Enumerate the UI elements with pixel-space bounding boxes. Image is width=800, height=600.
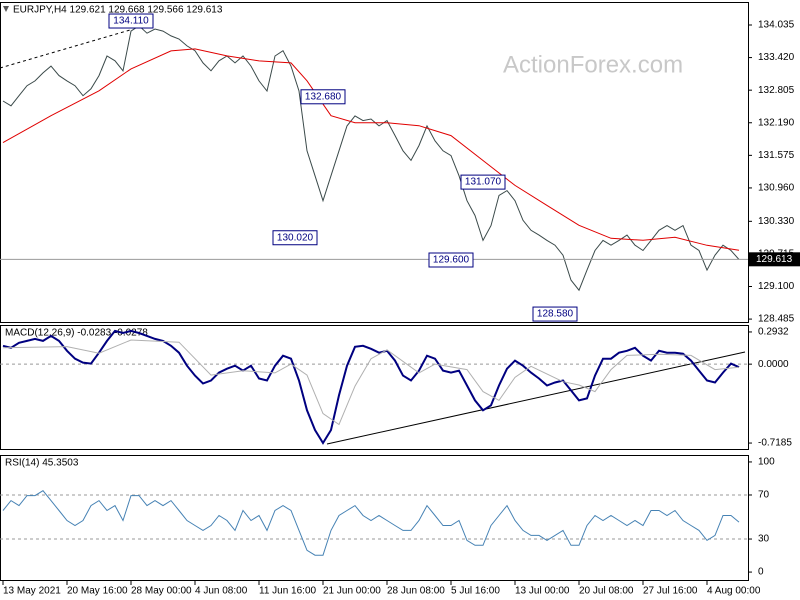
y-tick-label: 129.100 bbox=[758, 281, 795, 292]
x-tick-label: 13 Jul 00:00 bbox=[515, 586, 570, 597]
x-tick-label: 11 Jun 16:00 bbox=[259, 586, 317, 597]
y-tick-label: 130.960 bbox=[758, 183, 795, 194]
y-tick-label: 133.420 bbox=[758, 52, 795, 63]
title-icon bbox=[3, 6, 9, 12]
x-tick-label: 20 May 16:00 bbox=[67, 586, 128, 597]
y-tick-label: 134.035 bbox=[758, 20, 795, 31]
x-tick-label: 28 May 00:00 bbox=[131, 586, 192, 597]
annotation-label: 134.110 bbox=[113, 16, 149, 27]
x-tick-label: 13 May 2021 bbox=[3, 586, 61, 597]
annotation-box bbox=[532, 306, 578, 322]
annotation-box bbox=[428, 252, 474, 268]
x-tick-label: 27 Jul 16:00 bbox=[643, 586, 698, 597]
series-line bbox=[2, 329, 740, 445]
annotation-box bbox=[108, 13, 154, 29]
y-tick-label: 0 bbox=[758, 567, 764, 578]
y-tick-label: 30 bbox=[758, 534, 770, 545]
y-tick-label: 131.575 bbox=[758, 150, 795, 161]
watermark: ActionForex.com bbox=[503, 51, 683, 78]
annotation-box bbox=[460, 174, 506, 190]
annotation-label: 130.020 bbox=[277, 232, 314, 243]
annotation-label: 128.580 bbox=[537, 309, 574, 320]
annotation-label: 131.070 bbox=[465, 177, 502, 188]
x-tick-label: 21 Jun 00:00 bbox=[323, 586, 381, 597]
x-tick-label: 4 Aug 00:00 bbox=[707, 586, 761, 597]
y-tick-label: 100 bbox=[758, 457, 775, 468]
y-tick-label: 132.805 bbox=[758, 85, 795, 96]
average-line bbox=[2, 48, 740, 251]
x-tick-label: 28 Jun 08:00 bbox=[387, 586, 445, 597]
y-tick-label: 128.485 bbox=[758, 314, 795, 325]
series-line bbox=[2, 25, 740, 292]
macd-frame bbox=[0, 325, 749, 450]
annotation-label: 129.600 bbox=[433, 255, 470, 266]
annotation-label: 132.680 bbox=[305, 91, 342, 102]
series-line bbox=[2, 490, 740, 556]
x-tick-label: 5 Jul 16:00 bbox=[451, 586, 500, 597]
y-tick-label: 0.0000 bbox=[758, 359, 789, 370]
price-frame bbox=[0, 2, 749, 323]
chart-title: EURJPY,H4 129.621 129.668 129.566 129.61… bbox=[13, 5, 223, 16]
last-price-label: 129.613 bbox=[756, 254, 793, 265]
annotation-box bbox=[300, 89, 346, 105]
y-tick-label: -0.7185 bbox=[758, 438, 792, 449]
y-tick-label: 130.330 bbox=[758, 216, 795, 227]
rsi-frame bbox=[0, 455, 749, 581]
y-tick-label: 132.190 bbox=[758, 117, 795, 128]
y-tick-label: 70 bbox=[758, 490, 770, 501]
macd-title: MACD(12,26,9) -0.0283 -0.0278 bbox=[5, 328, 148, 339]
annotation-box bbox=[272, 230, 318, 246]
average-line bbox=[2, 339, 740, 426]
x-tick-label: 4 Jun 08:00 bbox=[195, 586, 248, 597]
last-price-box bbox=[749, 252, 800, 267]
x-tick-label: 20 Jul 08:00 bbox=[579, 586, 634, 597]
rsi-title: RSI(14) 45.3503 bbox=[5, 458, 79, 469]
trend-line bbox=[326, 351, 746, 445]
trend-line bbox=[0, 29, 131, 69]
y-tick-label: 0.2932 bbox=[758, 327, 789, 338]
